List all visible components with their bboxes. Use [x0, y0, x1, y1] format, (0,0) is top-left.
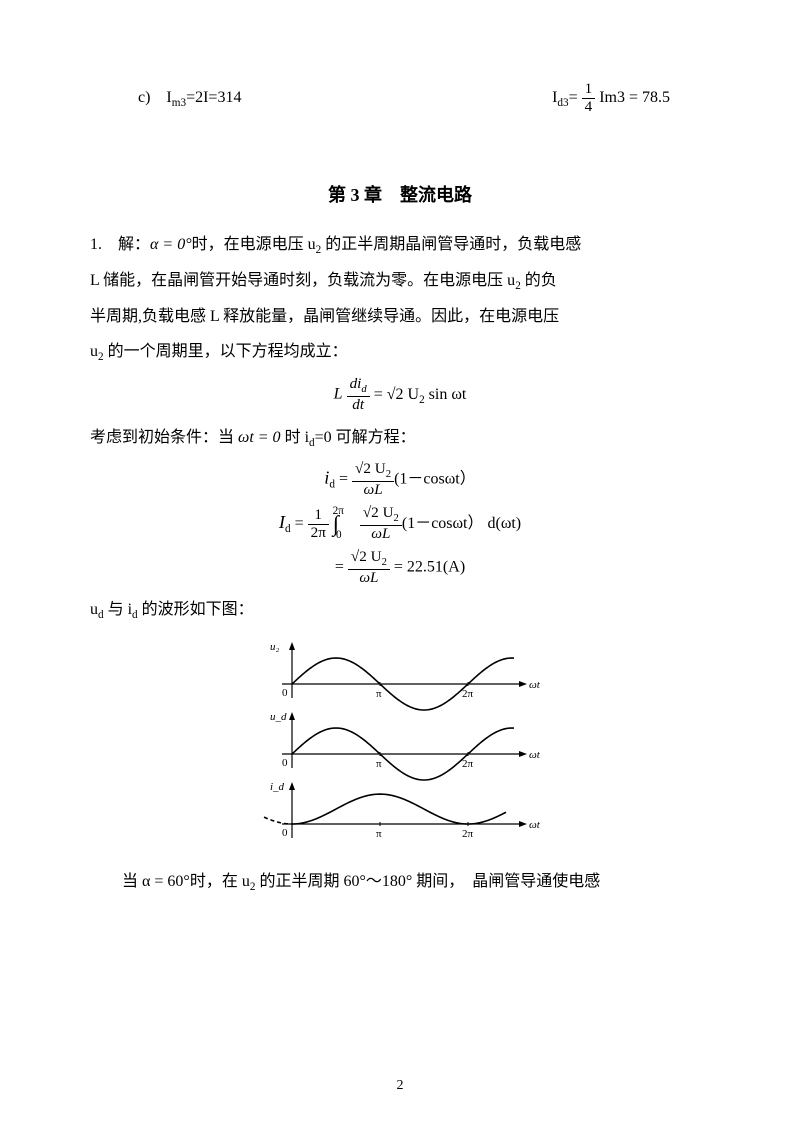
- txt: L 储能，在晶闸管开始导通时刻，负载流为零。在电源电压 u: [90, 272, 515, 289]
- rhs: = √2 U2 sin ωt: [374, 386, 467, 403]
- t: sin ωt: [425, 386, 467, 403]
- txt: =: [569, 89, 578, 106]
- txt: c) I: [138, 89, 172, 106]
- frac: did dt: [347, 376, 370, 413]
- txt: =2I=314: [186, 89, 241, 106]
- txt: 考虑到初始条件：当: [90, 429, 238, 446]
- txt: 时 i: [281, 429, 309, 446]
- num: did: [347, 376, 370, 397]
- para-5: 考虑到初始条件：当 ωt = 0 时 id=0 可解方程：: [90, 420, 710, 456]
- waveform-svg: u₂ ωt 0 π 2π u_d ωt 0 π 2π i_d ωt 0 π 2π: [250, 638, 550, 848]
- svg-text:ωt: ωt: [529, 819, 541, 831]
- rhs: (1－cosωt）: [394, 471, 476, 488]
- sub: d3: [557, 97, 568, 109]
- txt: 的正半周期晶闸管导通时，负载电感: [321, 236, 581, 253]
- txt: 1. 解：: [90, 236, 150, 253]
- den: ωL: [348, 570, 390, 587]
- sub: d: [285, 523, 291, 535]
- txt: u: [90, 601, 98, 618]
- txt: 的一个周期里，以下方程均成立：: [104, 343, 348, 360]
- txt: 的负: [521, 272, 557, 289]
- svg-text:0: 0: [282, 757, 288, 769]
- svg-text:π: π: [376, 758, 382, 770]
- page-number: 2: [0, 1071, 800, 1102]
- hi: 2π: [333, 505, 344, 517]
- txt: 的正半周期 60°～180° 期间， 晶闸管导通使电感: [255, 873, 600, 890]
- equation-1: L did dt = √2 U2 sin ωt: [90, 376, 710, 413]
- den: ωL: [360, 526, 402, 543]
- num: 1: [308, 507, 329, 525]
- frac: √2 U2 ωL: [352, 461, 394, 498]
- svg-text:0: 0: [282, 687, 288, 699]
- top-equations: c) Im3=2I=314 Id3= 1 4 Im3 = 78.5: [90, 80, 710, 116]
- svg-text:2π: 2π: [462, 758, 474, 770]
- sub: d: [329, 479, 335, 491]
- frac: 1 4: [582, 81, 596, 115]
- svg-text:ωt: ωt: [529, 679, 541, 691]
- txt: 时，在 u: [190, 873, 250, 890]
- num: √2 U2: [352, 461, 394, 482]
- den: 2π: [308, 525, 329, 542]
- svg-text:i_d: i_d: [270, 781, 285, 793]
- alpha0: α = 0°: [150, 236, 192, 253]
- t: = √2 U: [374, 386, 419, 403]
- para-1: 1. 解：α = 0°时，在电源电压 u2 的正半周期晶闸管导通时，负载电感: [90, 227, 710, 263]
- para-4: u2 的一个周期里，以下方程均成立：: [90, 334, 710, 370]
- L: L: [334, 386, 343, 403]
- den: dt: [347, 397, 370, 414]
- eq: =: [295, 515, 304, 532]
- equation-3: Id = 1 2π ∫02π √2 U2 ωL (1－cosωt） d(ωt): [90, 505, 710, 543]
- para-3: 半周期,负载电感 L 释放能量，晶闸管继续导通。因此，在电源电压: [90, 299, 710, 334]
- t: √2 U: [355, 460, 386, 477]
- t: √2 U: [363, 504, 394, 521]
- svg-text:0: 0: [282, 827, 288, 839]
- txt: 时，在电源电压 u: [192, 236, 316, 253]
- num: √2 U2: [360, 505, 402, 526]
- rhs: = 22.51(A): [394, 558, 465, 575]
- eq-right: Id3= 1 4 Im3 = 78.5: [552, 80, 670, 116]
- den: ωL: [352, 482, 394, 499]
- para-6: ud 与 id 的波形如下图：: [90, 592, 710, 628]
- chapter-title: 第 3 章 整流电路: [90, 176, 710, 216]
- rhs: (1－cosωt） d(ωt): [402, 515, 521, 532]
- txt: 与 i: [104, 601, 132, 618]
- txt: u: [90, 343, 98, 360]
- den: 4: [582, 99, 596, 116]
- num: 1: [582, 81, 596, 99]
- frac1: 1 2π: [308, 507, 329, 541]
- equation-2: id = √2 U2 ωL (1－cosωt）: [90, 461, 710, 498]
- alpha60: α = 60°: [142, 873, 190, 890]
- t: √2 U: [351, 548, 382, 565]
- eq-left: c) Im3=2I=314: [138, 80, 241, 116]
- txt: Im3 = 78.5: [595, 89, 670, 106]
- txt: 的波形如下图：: [138, 601, 254, 618]
- svg-text:u_d: u_d: [270, 711, 287, 723]
- s: 2: [394, 513, 399, 524]
- txt: =0 可解方程：: [315, 429, 416, 446]
- num: √2 U2: [348, 549, 390, 570]
- svg-text:π: π: [376, 688, 382, 700]
- frac: √2 U2 ωL: [348, 549, 390, 586]
- frac2: √2 U2 ωL: [360, 505, 402, 542]
- wt0: ωt = 0: [238, 429, 281, 446]
- s: 2: [386, 469, 391, 480]
- s: d: [361, 384, 366, 395]
- sub: m3: [172, 97, 186, 109]
- equation-4: = √2 U2 ωL = 22.51(A): [90, 549, 710, 586]
- svg-text:π: π: [376, 828, 382, 840]
- svg-text:2π: 2π: [462, 828, 474, 840]
- para-2: L 储能，在晶闸管开始导通时刻，负载流为零。在电源电压 u2 的负: [90, 263, 710, 299]
- txt: 当: [90, 873, 142, 890]
- lo: 0: [336, 529, 342, 541]
- svg-text:2π: 2π: [462, 688, 474, 700]
- t: di: [350, 375, 362, 392]
- s: 2: [382, 557, 387, 568]
- para-7: 当 α = 60°时，在 u2 的正半周期 60°～180° 期间， 晶闸管导通…: [90, 864, 710, 900]
- waveform-figure: u₂ ωt 0 π 2π u_d ωt 0 π 2π i_d ωt 0 π 2π: [90, 638, 710, 848]
- svg-text:ωt: ωt: [529, 749, 541, 761]
- svg-text:u₂: u₂: [270, 641, 280, 653]
